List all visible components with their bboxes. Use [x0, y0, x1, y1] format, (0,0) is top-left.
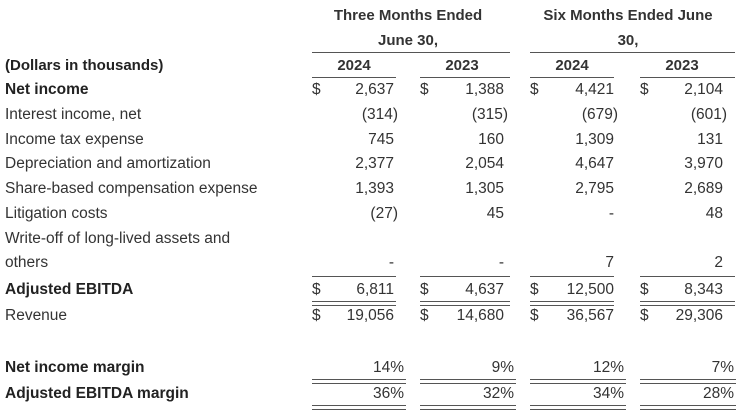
currency-sign: $ — [530, 281, 539, 298]
subtotal-line-2 — [420, 276, 510, 277]
year-col3: 2024 — [555, 57, 589, 74]
nim-double-line-2 — [420, 379, 516, 384]
cell-rev-c1: 19,056 — [346, 307, 394, 324]
row-label-adjusted-ebitda: Adjusted EBITDA — [5, 281, 134, 298]
year-col4: 2023 — [665, 57, 699, 74]
cell-dep-c4: 3,970 — [684, 155, 723, 172]
year-underline-4 — [640, 77, 735, 78]
cell-dep-c1: 2,377 — [355, 155, 394, 172]
row-label-net-income-margin: Net income margin — [5, 359, 145, 376]
currency-sign: $ — [312, 281, 321, 298]
cell-wo-c4: 2 — [714, 254, 723, 271]
aem-double-line-4 — [640, 405, 736, 410]
cell-interest-c3: (679) — [581, 106, 618, 123]
cell-lit-c3: - — [608, 205, 614, 222]
cell-lit-c1: (27) — [370, 205, 398, 222]
cell-wo-c2: - — [498, 254, 504, 271]
row-label-share-based-comp: Share-based compensation expense — [5, 180, 258, 197]
currency-sign: $ — [640, 281, 649, 298]
nim-double-line-1 — [312, 379, 406, 384]
row-label-write-off-cont: others — [5, 254, 49, 271]
cell-tax-c3: 1,309 — [575, 131, 614, 148]
cell-aem-c2: 32% — [482, 385, 514, 402]
cell-aem-c3: 34% — [592, 385, 624, 402]
cell-ebitda-c4: 8,343 — [684, 281, 723, 298]
year-underline-3 — [530, 77, 614, 78]
currency-sign: $ — [640, 81, 649, 98]
row-label-adjusted-ebitda-margin: Adjusted EBITDA margin — [5, 385, 189, 402]
aem-double-line-2 — [420, 405, 516, 410]
cell-net-income-c1: 2,637 — [355, 81, 394, 98]
row-label-depreciation: Depreciation and amortization — [5, 155, 211, 172]
subtotal-line-3 — [530, 276, 614, 277]
cell-dep-c2: 2,054 — [465, 155, 504, 172]
row-label-income-tax: Income tax expense — [5, 131, 144, 148]
cell-ebitda-c3: 12,500 — [566, 281, 614, 298]
cell-net-income-c2: 1,388 — [465, 81, 504, 98]
cell-dep-c3: 4,647 — [575, 155, 614, 172]
units-label: (Dollars in thousands) — [5, 57, 164, 74]
cell-sbc-c2: 1,305 — [465, 180, 504, 197]
cell-nim-c3: 12% — [592, 359, 624, 376]
cell-sbc-c4: 2,689 — [684, 180, 723, 197]
header-underline-six-months — [530, 52, 735, 53]
currency-sign: $ — [640, 307, 649, 324]
cell-interest-c4: (601) — [690, 106, 727, 123]
cell-net-income-c3: 4,421 — [575, 81, 614, 98]
nim-double-line-4 — [640, 379, 736, 384]
cell-tax-c2: 160 — [478, 131, 504, 148]
row-label-interest-income: Interest income, net — [5, 106, 142, 123]
cell-aem-c1: 36% — [372, 385, 404, 402]
cell-nim-c2: 9% — [491, 359, 514, 376]
currency-sign: $ — [420, 281, 429, 298]
subtotal-line-1 — [312, 276, 396, 277]
currency-sign: $ — [530, 307, 539, 324]
ebitda-double-line-3 — [530, 301, 614, 306]
cell-nim-c1: 14% — [372, 359, 404, 376]
row-label-revenue: Revenue — [5, 307, 68, 324]
currency-sign: $ — [312, 307, 321, 324]
year-underline-2 — [420, 77, 510, 78]
cell-interest-c2: (315) — [471, 106, 508, 123]
header-three-months: Three Months Ended — [333, 7, 483, 24]
cell-lit-c2: 45 — [486, 205, 504, 222]
cell-wo-c1: - — [388, 254, 394, 271]
cell-net-income-c4: 2,104 — [684, 81, 723, 98]
aem-double-line-1 — [312, 405, 406, 410]
cell-aem-c4: 28% — [702, 385, 734, 402]
cell-rev-c4: 29,306 — [675, 307, 723, 324]
cell-rev-c3: 36,567 — [566, 307, 614, 324]
cell-sbc-c3: 2,795 — [575, 180, 614, 197]
ebitda-double-line-2 — [420, 301, 510, 306]
header-underline-three-months — [312, 52, 510, 53]
cell-sbc-c1: 1,393 — [355, 180, 394, 197]
year-col1: 2024 — [337, 57, 371, 74]
currency-sign: $ — [420, 81, 429, 98]
cell-lit-c4: 48 — [705, 205, 723, 222]
row-label-write-off: Write-off of long-lived assets and — [5, 230, 231, 247]
year-underline-1 — [312, 77, 396, 78]
header-six-months-date: 30, — [617, 32, 639, 49]
cell-ebitda-c2: 4,637 — [465, 281, 504, 298]
aem-double-line-3 — [530, 405, 626, 410]
cell-wo-c3: 7 — [605, 254, 614, 271]
header-six-months: Six Months Ended June — [543, 7, 713, 24]
cell-ebitda-c1: 6,811 — [356, 281, 394, 298]
row-label-net-income: Net income — [5, 81, 89, 98]
year-col2: 2023 — [445, 57, 479, 74]
currency-sign: $ — [312, 81, 321, 98]
header-three-months-date: June 30, — [377, 32, 439, 49]
nim-double-line-3 — [530, 379, 626, 384]
row-label-litigation: Litigation costs — [5, 205, 108, 222]
cell-interest-c1: (314) — [361, 106, 398, 123]
cell-tax-c4: 131 — [697, 131, 723, 148]
subtotal-line-4 — [640, 276, 735, 277]
currency-sign: $ — [420, 307, 429, 324]
currency-sign: $ — [530, 81, 539, 98]
cell-nim-c4: 7% — [711, 359, 734, 376]
cell-tax-c1: 745 — [368, 131, 394, 148]
ebitda-double-line-1 — [312, 301, 396, 306]
cell-rev-c2: 14,680 — [456, 307, 504, 324]
ebitda-double-line-4 — [640, 301, 735, 306]
